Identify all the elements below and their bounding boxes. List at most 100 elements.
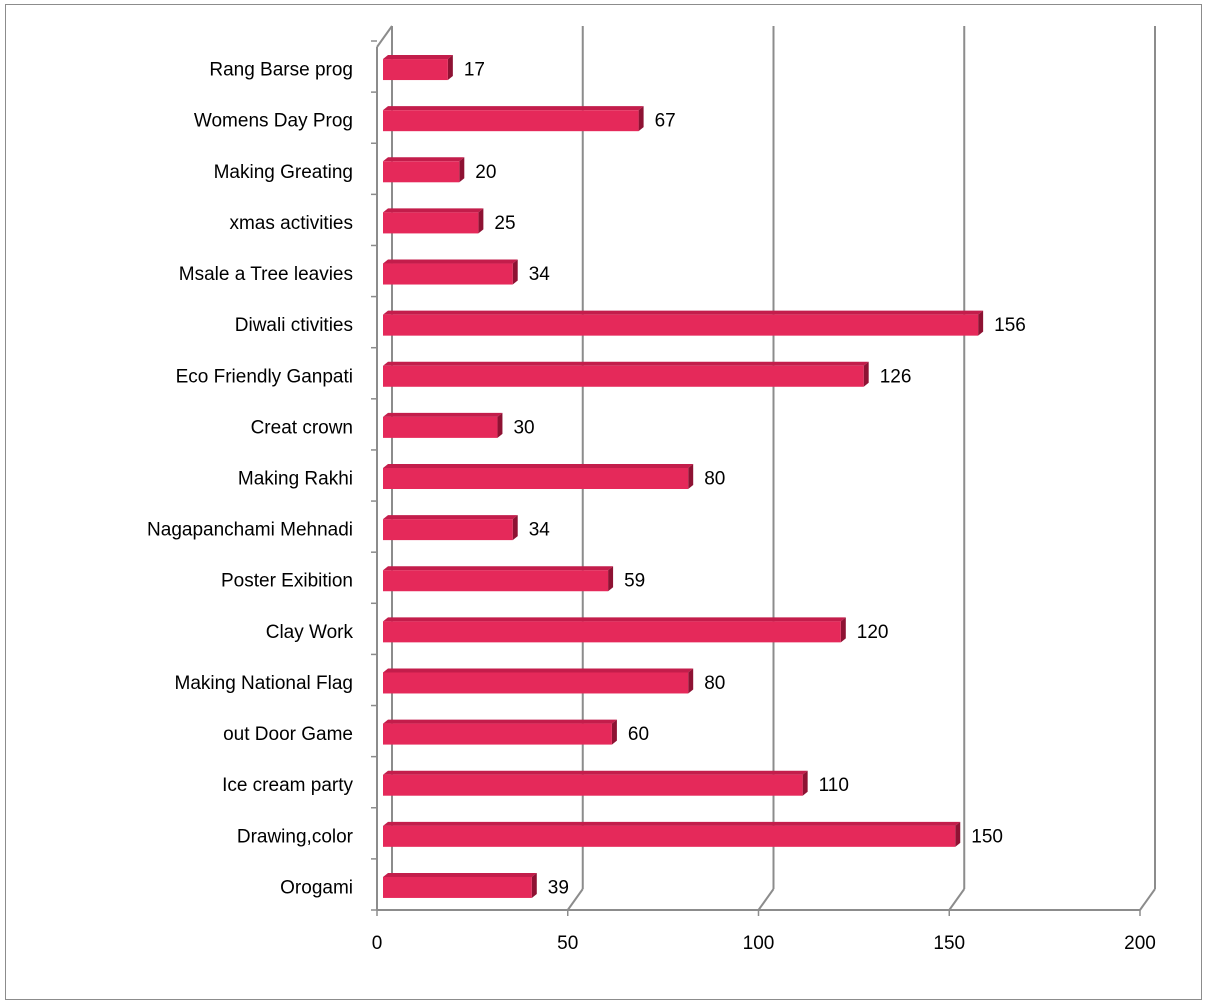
category-label: Poster Exibition — [221, 571, 353, 592]
bar-side — [447, 55, 453, 81]
bar — [383, 208, 484, 234]
bar-front — [383, 876, 532, 898]
bar-top — [383, 464, 694, 468]
gridline-floor — [757, 888, 775, 911]
bar-top — [383, 872, 537, 877]
y-axis-top — [376, 25, 393, 48]
category-label: Clay Work — [266, 622, 354, 643]
data-label: 80 — [704, 469, 725, 490]
data-label: 80 — [704, 673, 725, 694]
bar-top — [383, 515, 518, 520]
bar-side — [688, 464, 694, 489]
bar-top — [383, 259, 518, 264]
data-label: 126 — [880, 366, 912, 387]
bar-front — [383, 59, 448, 81]
bar — [383, 259, 518, 285]
bar-front — [383, 774, 803, 796]
bar — [383, 412, 503, 438]
bar-top — [383, 361, 869, 366]
bar — [383, 106, 644, 132]
bar-side — [978, 310, 984, 336]
bar-top — [383, 566, 614, 571]
bar-front — [383, 161, 460, 183]
data-label: 34 — [529, 520, 551, 541]
category-label: Making Greating — [214, 162, 353, 183]
category-label: Making National Flag — [175, 673, 353, 694]
bar-top — [383, 719, 617, 724]
bar — [383, 515, 518, 541]
bar-top — [383, 821, 961, 826]
category-label: Diwali ctivities — [235, 315, 353, 336]
bar — [383, 617, 846, 643]
bar — [383, 770, 808, 796]
gridlines — [566, 26, 1156, 911]
bar-top — [383, 617, 846, 622]
bar-side — [611, 719, 617, 745]
data-label: 110 — [819, 775, 849, 796]
bar-side — [608, 566, 614, 592]
data-label: 39 — [548, 877, 569, 898]
x-tick-label: 200 — [1124, 933, 1156, 954]
bar — [383, 821, 961, 847]
bar-front — [383, 570, 609, 592]
data-label: 120 — [857, 622, 889, 643]
bar — [383, 668, 694, 694]
bar-front — [383, 110, 639, 132]
gridline-floor — [1139, 888, 1156, 911]
labels: 0 50 100 150 200 17 Rang Barse prog 67 Womens Da… — [147, 60, 1156, 954]
bar — [383, 566, 614, 592]
bar-side — [512, 259, 518, 285]
category-label: Orogami — [280, 877, 353, 898]
bar-chart: 0 50 100 150 200 17 Rang Barse prog 67 Womens Da… — [147, 25, 1156, 954]
bar-top — [383, 668, 694, 673]
data-label: 25 — [494, 213, 515, 234]
bar-front — [383, 365, 864, 387]
data-label: 59 — [624, 571, 645, 592]
x-tick-label: 100 — [743, 933, 775, 954]
bar-front — [383, 723, 612, 745]
bar-side — [512, 515, 518, 541]
bar-top — [383, 412, 503, 417]
bar-top — [383, 106, 644, 111]
bar-top — [383, 770, 808, 775]
data-label: 156 — [994, 315, 1026, 336]
bar-front — [383, 416, 498, 438]
category-label: xmas activities — [229, 213, 353, 234]
data-label: 60 — [628, 724, 649, 745]
bar-side — [478, 208, 484, 234]
bar-front — [383, 468, 689, 489]
gridline-floor — [948, 888, 966, 911]
bar — [383, 157, 465, 183]
category-label: Rang Barse prog — [209, 60, 353, 81]
category-label: out Door Game — [223, 724, 353, 745]
category-label: Eco Friendly Ganpati — [176, 366, 353, 387]
bar-side — [863, 361, 869, 387]
data-label: 17 — [464, 60, 485, 81]
category-label: Making Rakhi — [238, 469, 353, 490]
bar — [383, 361, 869, 387]
bar-front — [383, 825, 956, 847]
category-label: Nagapanchami Mehnadi — [147, 520, 353, 541]
bar — [383, 872, 537, 898]
category-label: Womens Day Prog — [194, 111, 353, 132]
category-label: Drawing,color — [237, 826, 354, 847]
bar-front — [383, 672, 689, 694]
bar-front — [383, 519, 513, 541]
data-label: 67 — [655, 111, 676, 132]
bars — [383, 55, 984, 898]
bar-side — [688, 668, 694, 694]
x-tick-label: 150 — [933, 933, 965, 954]
chart-frame: 0 50 100 150 200 17 Rang Barse prog 67 Womens Da… — [5, 4, 1202, 1000]
bar — [383, 55, 453, 81]
bar — [383, 310, 984, 336]
bar — [383, 719, 617, 745]
gridline-floor — [566, 888, 584, 911]
bar-side — [638, 106, 644, 132]
bar-side — [497, 412, 503, 438]
data-label: 34 — [529, 264, 551, 285]
bar — [383, 464, 694, 489]
bar-top — [383, 55, 453, 60]
bar-side — [955, 821, 961, 847]
bar-front — [383, 212, 479, 234]
bar-side — [459, 157, 465, 183]
